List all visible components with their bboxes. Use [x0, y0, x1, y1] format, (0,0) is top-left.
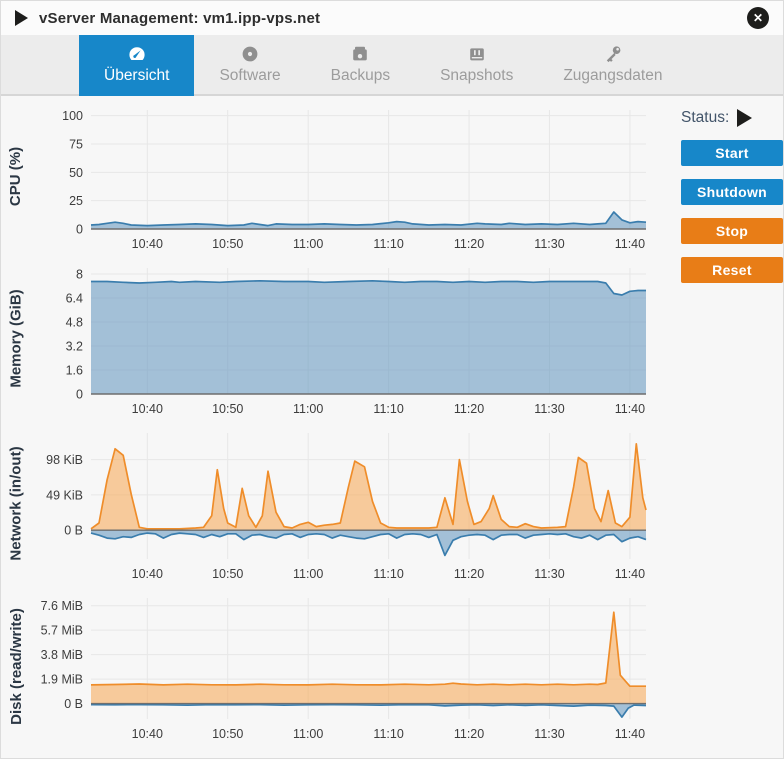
- y-tick-label: 25: [69, 194, 83, 208]
- disk-write-line: [90, 611, 646, 688]
- x-tick-label: 11:00: [293, 237, 323, 251]
- y-tick-label: 0 B: [64, 697, 83, 711]
- gauge-icon: [127, 44, 147, 64]
- key-icon: [603, 44, 623, 64]
- memory-svg: 0 1.6 3.2 4.8 6.4 8 10:40 10:50 11:00 11:10 11:20 1…: [66, 268, 646, 416]
- x-tick-label: 11:20: [454, 237, 484, 251]
- disk-svg: 0 B 1.9 MiB 3.8 MiB 5.7 MiB 7.6 MiB 10:40 10:5…: [41, 598, 647, 741]
- close-button[interactable]: ✕: [747, 7, 769, 29]
- tab-snapshots[interactable]: Snapshots: [415, 35, 539, 96]
- y-tick-label: 100: [62, 109, 83, 123]
- network-out-line: [90, 532, 647, 557]
- x-tick-label: 11:10: [373, 567, 403, 581]
- cpu-axis-label: CPU (%): [7, 146, 25, 206]
- y-tick-label: 75: [69, 138, 83, 152]
- disk-write-area: [91, 612, 646, 704]
- y-tick-label: 0: [76, 223, 83, 237]
- y-tick-label: 5.7 MiB: [41, 624, 83, 638]
- y-tick-label: 0 B: [64, 524, 83, 538]
- y-tick-label: 3.2: [66, 340, 83, 354]
- x-tick-label: 11:20: [454, 727, 484, 741]
- memory-plot-area: 0 1.6 3.2 4.8 6.4 8 10:40 10:50 11:00 11:10 11:20 1…: [31, 256, 661, 421]
- x-tick-label: 11:00: [293, 567, 323, 581]
- status-row: Status:: [681, 109, 783, 127]
- window-title: vServer Management: vm1.ipp-vps.net: [39, 9, 321, 27]
- x-tick-label: 11:10: [373, 237, 403, 251]
- x-tick-label: 10:40: [132, 727, 163, 741]
- network-chart: Network (in/out) 0 B 49 KiB 98 KiB 10:40 10:…: [1, 421, 661, 586]
- status-label: Status:: [681, 109, 730, 126]
- tab-bar: Übersicht Software Backups Snapshots Zug…: [1, 35, 783, 96]
- x-tick-label: 11:30: [534, 237, 564, 251]
- y-tick-label: 98 KiB: [46, 453, 83, 467]
- y-tick-label: 4.8: [66, 316, 83, 330]
- x-tick-label: 11:30: [534, 727, 564, 741]
- x-tick-label: 11:40: [615, 727, 645, 741]
- tab-software[interactable]: Software: [194, 35, 306, 96]
- x-tick-label: 11:20: [454, 567, 484, 581]
- memory-chart: Memory (GiB) 0 1.6 3.2 4.8 6.4 8 10:40 10:50 11:…: [1, 256, 661, 421]
- control-panel: Status: Start Shutdown Stop Reset: [661, 96, 783, 746]
- x-tick-label: 11:30: [534, 567, 564, 581]
- y-tick-label: 1.6: [66, 364, 83, 378]
- memory-used-area: [91, 280, 646, 394]
- memory-used-line: [91, 279, 646, 296]
- drive-icon: [350, 44, 370, 64]
- x-tick-label: 11:20: [454, 402, 484, 416]
- shutdown-button[interactable]: Shutdown: [681, 179, 783, 205]
- overview-content: CPU (%) 0 25 50 75 100 10:40 10:50 11:00 11:10 11…: [1, 96, 783, 746]
- x-tick-label: 11:00: [293, 402, 323, 416]
- memory-axis-label: Memory (GiB): [7, 289, 25, 388]
- close-icon: ✕: [752, 11, 764, 25]
- tab-uebersicht[interactable]: Übersicht: [79, 35, 195, 96]
- disk-chart: Disk (read/write) 0 B 1.9 MiB 3.8 MiB 5.7 M…: [1, 586, 661, 746]
- y-tick-label: 7.6 MiB: [41, 599, 83, 613]
- cpu-svg: 0 25 50 75 100 10:40 10:50 11:00 11:10 11:20 11:30…: [62, 109, 647, 251]
- network-svg: 0 B 49 KiB 98 KiB 10:40 10:50 11:00 11:10 11:20…: [46, 433, 647, 581]
- camera-icon: [467, 44, 487, 64]
- cpu-usage-line: [90, 211, 647, 227]
- x-tick-label: 10:40: [132, 402, 163, 416]
- x-tick-label: 10:40: [132, 567, 163, 581]
- x-tick-label: 11:30: [534, 402, 564, 416]
- play-icon: [15, 10, 28, 26]
- x-tick-label: 11:40: [615, 402, 645, 416]
- disk-axis-label: Disk (read/write): [7, 607, 25, 725]
- window-titlebar: vServer Management: vm1.ipp-vps.net ✕: [1, 1, 783, 35]
- x-tick-label: 11:10: [373, 727, 403, 741]
- x-tick-label: 10:40: [132, 237, 163, 251]
- network-in-line: [90, 442, 647, 530]
- x-tick-label: 10:50: [212, 237, 243, 251]
- start-button[interactable]: Start: [681, 140, 783, 166]
- x-tick-label: 11:40: [615, 237, 645, 251]
- x-tick-label: 10:50: [212, 567, 243, 581]
- cpu-usage-area: [91, 212, 646, 229]
- y-tick-label: 0: [76, 388, 83, 402]
- y-tick-label: 6.4: [66, 292, 83, 306]
- x-tick-label: 11:40: [615, 567, 645, 581]
- x-tick-label: 10:50: [212, 727, 243, 741]
- cpu-plot-area: 0 25 50 75 100 10:40 10:50 11:00 11:10 11:20 11:30…: [31, 96, 661, 256]
- y-tick-label: 49 KiB: [46, 488, 83, 502]
- x-tick-label: 11:00: [293, 727, 323, 741]
- status-running-icon: [737, 109, 753, 127]
- stop-button[interactable]: Stop: [681, 218, 783, 244]
- tab-backups[interactable]: Backups: [305, 35, 416, 96]
- x-tick-label: 10:50: [212, 402, 243, 416]
- tab-zugangsdaten[interactable]: Zugangsdaten: [538, 35, 688, 96]
- y-tick-label: 8: [76, 268, 83, 282]
- reset-button[interactable]: Reset: [681, 257, 783, 283]
- y-tick-label: 3.8 MiB: [41, 648, 83, 662]
- charts-column: CPU (%) 0 25 50 75 100 10:40 10:50 11:00 11:10 11…: [1, 96, 661, 746]
- disk-plot-area: 0 B 1.9 MiB 3.8 MiB 5.7 MiB 7.6 MiB 10:40 10:5…: [31, 586, 661, 746]
- y-tick-label: 50: [69, 166, 83, 180]
- cpu-chart: CPU (%) 0 25 50 75 100 10:40 10:50 11:00 11:10 11…: [1, 96, 661, 256]
- disk-read-line: [90, 703, 647, 718]
- disc-icon: [240, 44, 260, 64]
- network-axis-label: Network (in/out): [7, 446, 25, 561]
- x-tick-label: 11:10: [373, 402, 403, 416]
- y-tick-label: 1.9 MiB: [41, 673, 83, 687]
- network-plot-area: 0 B 49 KiB 98 KiB 10:40 10:50 11:00 11:10 11:20…: [31, 421, 661, 586]
